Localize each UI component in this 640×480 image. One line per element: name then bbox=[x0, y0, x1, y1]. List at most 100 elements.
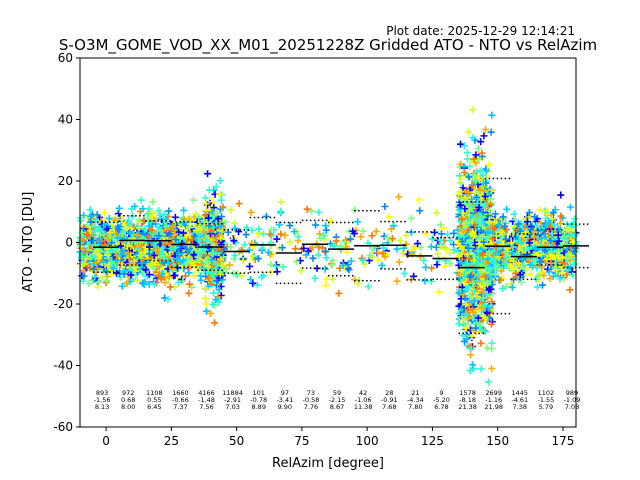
scatter-point bbox=[139, 205, 147, 213]
bin-count-label: 42 bbox=[359, 389, 367, 397]
scatter-point bbox=[511, 216, 519, 224]
scatter-point bbox=[296, 257, 304, 265]
scatter-point bbox=[400, 269, 408, 277]
scatter-point bbox=[145, 271, 153, 279]
scatter-point bbox=[127, 271, 135, 279]
scatter-point bbox=[95, 278, 103, 286]
bin-std-label: 7.76 bbox=[304, 403, 318, 411]
scatter-point bbox=[347, 257, 355, 265]
x-tick-label: 100 bbox=[356, 434, 379, 448]
scatter-point bbox=[484, 212, 492, 220]
scatter-point bbox=[499, 213, 507, 221]
scatter-point bbox=[366, 251, 374, 259]
scatter-point bbox=[133, 277, 141, 285]
scatter-point bbox=[279, 263, 287, 271]
scatter-point bbox=[410, 272, 418, 280]
scatter-point bbox=[164, 295, 172, 303]
scatter-point bbox=[481, 126, 489, 134]
scatter-point bbox=[569, 271, 577, 279]
scatter-point bbox=[180, 206, 188, 214]
scatter-point bbox=[85, 280, 93, 288]
scatter-point bbox=[150, 251, 158, 259]
scatter-point bbox=[462, 324, 470, 332]
scatter-point bbox=[273, 235, 281, 243]
scatter-point bbox=[179, 256, 187, 264]
scatter-point bbox=[489, 235, 497, 243]
scatter-point bbox=[463, 149, 471, 157]
scatter-point bbox=[476, 167, 484, 175]
scatter-point bbox=[479, 294, 487, 302]
scatter-point bbox=[543, 210, 551, 218]
scatter-point bbox=[487, 320, 495, 328]
scatter-point bbox=[503, 205, 511, 213]
scatter-point bbox=[212, 296, 220, 304]
scatter-point bbox=[359, 227, 367, 235]
bin-count-label: 1108 bbox=[146, 389, 163, 397]
scatter-point bbox=[483, 344, 491, 352]
scatter-point bbox=[351, 276, 359, 284]
scatter-point bbox=[173, 255, 181, 263]
scatter-point bbox=[498, 231, 506, 239]
scatter-point bbox=[469, 229, 477, 237]
bin-count-label: 11884 bbox=[222, 389, 243, 397]
bin-mean-label: -0.58 bbox=[303, 396, 320, 404]
scatter-point bbox=[162, 268, 170, 276]
scatter-point bbox=[483, 308, 491, 316]
scatter-point bbox=[161, 279, 169, 287]
scatter-point bbox=[181, 230, 189, 238]
scatter-point bbox=[163, 225, 171, 233]
scatter-point bbox=[231, 251, 239, 259]
bin-mean-label: -4.61 bbox=[511, 396, 528, 404]
scatter-point bbox=[491, 210, 499, 218]
scatter-point bbox=[479, 288, 487, 296]
scatter-point bbox=[393, 277, 401, 285]
scatter-point bbox=[474, 259, 482, 267]
scatter-point bbox=[322, 226, 330, 234]
bin-mean-label: 0.55 bbox=[147, 396, 161, 404]
scatter-point bbox=[486, 207, 494, 215]
scatter-point bbox=[84, 213, 92, 221]
scatter-point bbox=[259, 230, 267, 238]
bin-mean-label: -4.34 bbox=[407, 396, 424, 404]
scatter-point bbox=[205, 274, 213, 282]
scatter-point bbox=[471, 221, 479, 229]
x-tick-label: 175 bbox=[551, 434, 574, 448]
scatter-point bbox=[502, 235, 510, 243]
scatter-point bbox=[446, 237, 454, 245]
scatter-point bbox=[458, 215, 466, 223]
scatter-point bbox=[232, 271, 240, 279]
scatter-point bbox=[474, 222, 482, 230]
scatter-point bbox=[148, 209, 156, 217]
scatter-point bbox=[259, 272, 267, 280]
bin-mean-label: -2.91 bbox=[224, 396, 241, 404]
scatter-point bbox=[147, 261, 155, 269]
bin-std-label: 6.78 bbox=[434, 403, 448, 411]
scatter-point bbox=[547, 259, 555, 267]
scatter-point bbox=[337, 242, 345, 250]
scatter-point bbox=[161, 240, 169, 248]
bin-std-label: 7.56 bbox=[199, 403, 213, 411]
scatter-point bbox=[98, 273, 106, 281]
scatter-point bbox=[462, 217, 470, 225]
scatter-point bbox=[211, 319, 219, 327]
scatter-point bbox=[522, 241, 530, 249]
scatter-point bbox=[456, 201, 464, 209]
scatter-point bbox=[474, 145, 482, 153]
scatter-point bbox=[458, 313, 466, 321]
bin-std-label: 8.00 bbox=[121, 403, 135, 411]
scatter-point bbox=[80, 272, 88, 280]
scatter-point bbox=[176, 233, 184, 241]
scatter-point bbox=[341, 238, 349, 246]
scatter-point bbox=[446, 249, 454, 257]
scatter-point bbox=[131, 202, 139, 210]
scatter-point bbox=[217, 196, 225, 204]
scatter-point bbox=[335, 289, 343, 297]
scatter-point bbox=[422, 263, 430, 271]
scatter-point bbox=[357, 233, 365, 241]
scatter-point bbox=[264, 248, 272, 256]
scatter-point bbox=[137, 196, 145, 204]
scatter-point bbox=[480, 201, 488, 209]
bin-mean-label: -1.09 bbox=[564, 396, 581, 404]
scatter-point bbox=[113, 244, 121, 252]
scatter-point bbox=[311, 274, 319, 282]
